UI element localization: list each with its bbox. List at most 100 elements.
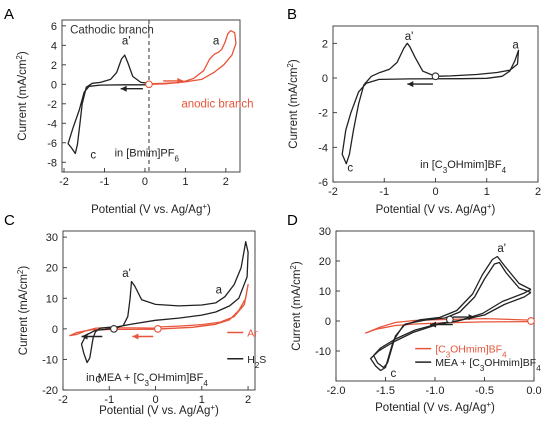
y-tick-label: 0 xyxy=(51,79,57,91)
panel-a: A -2 -1 0 1 2 -8 -6 -4 -2 0 2 4 6 Potential (V vs. Ag… xyxy=(4,6,254,216)
legend-ar-part: Ar xyxy=(247,328,258,340)
y-axis-label-part: 2 xyxy=(289,265,298,270)
y-axis-label-part: 2 xyxy=(16,269,25,274)
electrolyte-label-part: in MEA + [C xyxy=(86,372,144,384)
label-a-prime: a' xyxy=(122,35,131,47)
y-tick-label: 30 xyxy=(319,226,331,238)
legend-c3ohmim-part: 3 xyxy=(446,350,451,359)
x-axis-label: Potential (V vs. Ag/Ag+) xyxy=(91,202,211,217)
legend-h2s-part: 2 xyxy=(255,360,260,369)
panel-d-plot: -2.0 -1.5 -1.0 -0.5 0.0 -10 0 10 20 30 Potential (… xyxy=(289,226,542,414)
legend-mea-label: MEA + [C3OHmim]BF4 xyxy=(435,357,541,373)
x-axis-label-part: Potential (V vs. Ag/Ag xyxy=(375,402,486,414)
electrolyte-label: in [C3OHmim]BF4 xyxy=(420,159,506,175)
x-tick-label: 0 xyxy=(432,186,438,198)
electrolyte-label-part: 3 xyxy=(145,378,150,387)
x-axis-label-part: Potential (V vs. Ag/Ag xyxy=(376,204,487,216)
x-axis-label: Potential (V vs. Ag/Ag+) xyxy=(375,400,495,415)
series-anodic-loop xyxy=(148,30,237,85)
x-tick-label: -2 xyxy=(58,394,68,406)
y-tick-label: -2 xyxy=(47,99,57,111)
legend-h2s-label: H2S xyxy=(247,354,266,370)
electrolyte-label-part: OHmim]BF xyxy=(447,159,502,171)
legend-mea-part: OHmim]BF xyxy=(484,357,536,369)
electrolyte-label-part: OHmim]BF xyxy=(149,372,204,384)
y-axis-label-part: Current (mA/cm xyxy=(17,60,29,141)
y-tick-label: -10 xyxy=(315,346,331,358)
y-axis-label-part: ) xyxy=(18,266,30,270)
electrolyte-label-part: in [C xyxy=(420,159,443,171)
x-axis-label-part: + xyxy=(486,400,491,409)
x-tick-label: -1.5 xyxy=(376,385,395,397)
electrolyte-label: in [Bmim]PF6 xyxy=(115,147,180,163)
x-tick-label: 1 xyxy=(182,176,188,188)
panel-letter-d: D xyxy=(287,212,298,229)
x-tick-label: -1 xyxy=(100,176,110,188)
plot-frame xyxy=(61,19,241,173)
x-axis-label: Potential (V vs. Ag/Ag+) xyxy=(376,202,496,217)
x-tick-label: 2 xyxy=(535,186,541,198)
legend-c3ohmim-part: [C xyxy=(435,344,446,356)
x-axis-label-part: Potential (V vs. Ag/Ag xyxy=(99,405,210,417)
anodic-branch-label: anodic branch xyxy=(181,99,253,111)
y-tick-label: 2 xyxy=(322,38,328,50)
legend-ar-label: Ar xyxy=(247,328,258,340)
label-a: a xyxy=(216,285,223,297)
electrolyte-label-part: 4 xyxy=(502,166,507,175)
y-axis-label-part: ) xyxy=(288,59,300,63)
panel-b: B -2 -1 0 1 2 -6 -4 -2 0 2 Potential (V vs. Ag/Ag+… xyxy=(286,6,542,216)
electrolyte-label-part: 4 xyxy=(203,378,208,387)
y-tick-label: -6 xyxy=(47,138,57,150)
arrow-head xyxy=(132,333,139,340)
y-axis-label-part: ) xyxy=(17,51,29,55)
series-mea-curve-2 xyxy=(369,255,532,372)
y-tick-label: 4 xyxy=(51,40,57,52)
x-axis-label-part: ) xyxy=(491,402,495,414)
y-tick-label: 20 xyxy=(319,256,331,268)
panel-d: D -2.0 -1.5 -1.0 -0.5 0.0 -10 0 10 20 30 Potential… xyxy=(287,212,542,414)
y-tick-label: 30 xyxy=(46,232,58,244)
legend-mea-part: 3 xyxy=(480,364,485,373)
label-a-prime: a' xyxy=(497,243,506,255)
x-tick-label: -2 xyxy=(328,186,338,198)
plot-frame xyxy=(62,230,256,391)
legend-c3ohmim-part: 4 xyxy=(502,350,507,359)
x-axis-label-part: Potential (V vs. Ag/Ag xyxy=(91,204,202,216)
x-tick-label: 0 xyxy=(152,394,158,406)
legend-c3ohmim-label: [C3OHmim]BF4 xyxy=(435,344,507,360)
label-c: c xyxy=(347,163,353,175)
y-axis-label-part: Current (mA/cm xyxy=(18,274,30,355)
x-axis-label-part: + xyxy=(210,403,215,412)
x-tick-label: -2.0 xyxy=(327,385,346,397)
x-tick-label: 1 xyxy=(199,394,205,406)
arrow-head xyxy=(120,85,127,92)
label-c: c xyxy=(390,368,396,380)
label-c: c xyxy=(95,373,101,385)
electrolyte-label: in MEA + [C3OHmim]BF4 xyxy=(86,372,208,388)
y-tick-label: 6 xyxy=(51,21,57,33)
label-a-prime: a' xyxy=(405,31,414,43)
y-axis-label-part: 2 xyxy=(15,55,24,60)
y-axis-label-part: Current (mA/cm xyxy=(291,270,303,351)
x-tick-label: -0.5 xyxy=(475,385,494,397)
y-tick-label: 0 xyxy=(52,324,58,336)
series-cv-loop xyxy=(341,42,520,165)
y-tick-label: 10 xyxy=(46,293,58,305)
label-a-prime: a' xyxy=(122,268,131,280)
y-axis-label-part: ) xyxy=(291,261,303,265)
arrow-head xyxy=(407,81,414,88)
y-tick-label: 10 xyxy=(319,286,331,298)
y-tick-label: -4 xyxy=(318,142,328,154)
x-axis-label-part: + xyxy=(202,202,207,211)
x-tick-label: 2 xyxy=(223,176,229,188)
y-tick-label: -2 xyxy=(318,108,328,120)
x-tick-label: 2 xyxy=(245,394,251,406)
legend-h2s-part: H xyxy=(247,354,255,366)
start-point-marker xyxy=(527,317,535,325)
y-axis-label: Current (mA/cm2) xyxy=(15,51,30,141)
arrow-head xyxy=(468,314,475,321)
electrolyte-label-part: in [Bmim]PF xyxy=(115,147,175,159)
